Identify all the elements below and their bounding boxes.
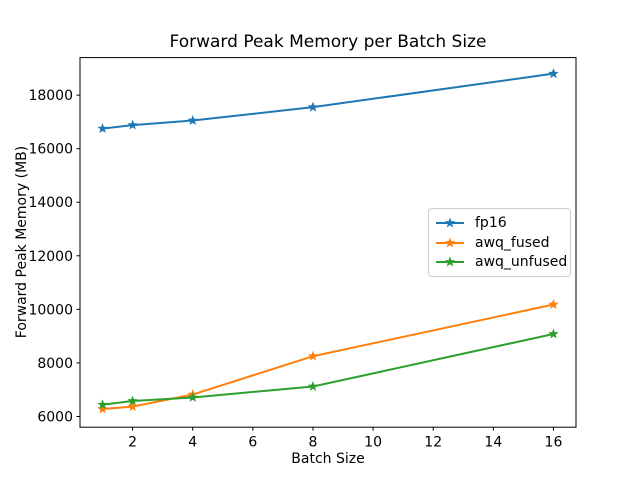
y-axis-label: Forward Peak Memory (MB) (14, 145, 30, 339)
data-point-awq_unfused (97, 399, 108, 410)
data-point-awq_unfused (127, 395, 138, 406)
x-tick-label: 4 (188, 435, 197, 451)
legend-line-sample (436, 237, 464, 247)
y-tick-label: 10000 (28, 302, 73, 318)
x-tick-label: 16 (545, 435, 563, 451)
series-line-awq_fused (101, 303, 555, 410)
x-tick-label: 14 (484, 435, 502, 451)
data-point-awq_fused (548, 299, 559, 309)
legend-line-sample (436, 217, 464, 228)
chart-title: Forward Peak Memory per Batch Size (169, 32, 487, 52)
x-tick-label: 12 (424, 435, 442, 451)
legend-label: awq_unfused (475, 254, 568, 271)
legend-entry-fp16: fp16 (435, 213, 564, 233)
y-tick-label: 6000 (37, 409, 73, 425)
data-point-awq_fused (97, 403, 108, 414)
y-tick-label: 18000 (28, 88, 73, 104)
axes-spines (79, 57, 577, 428)
data-point-fp16 (307, 101, 319, 112)
data-point-awq_fused (127, 401, 138, 412)
legend-label: fp16 (475, 214, 507, 231)
y-tick-label: 12000 (28, 249, 73, 265)
star-marker-icon (444, 217, 456, 228)
data-point-fp16 (127, 119, 138, 130)
y-tick-label: 8000 (37, 356, 73, 372)
data-point-fp16 (548, 68, 559, 79)
x-tick-label: 2 (128, 435, 137, 451)
data-point-awq_unfused (187, 391, 198, 402)
x-tick-label: 10 (364, 435, 382, 451)
series-line-fp16 (101, 72, 555, 130)
data-point-awq_fused (307, 350, 319, 361)
legend-label: awq_fused (475, 234, 550, 251)
star-marker-icon (444, 256, 456, 267)
data-point-fp16 (187, 115, 198, 125)
data-point-awq_unfused (307, 380, 319, 391)
star-marker-icon (444, 237, 456, 247)
legend-entry-awq_fused: awq_fused (435, 233, 564, 253)
y-tick-label: 14000 (28, 195, 73, 211)
legend: fp16 awq_fused awq_unfused (428, 208, 571, 277)
series-line-awq_unfused (101, 333, 555, 406)
data-point-fp16 (97, 123, 108, 134)
legend-line-sample (436, 256, 464, 267)
legend-entry-awq_unfused: awq_unfused (435, 252, 568, 272)
data-point-awq_unfused (548, 328, 559, 339)
x-tick-label: 8 (309, 435, 318, 451)
y-tick-label: 16000 (28, 142, 73, 158)
x-tick-label: 6 (248, 435, 257, 451)
x-axis-label: Batch Size (291, 451, 365, 467)
